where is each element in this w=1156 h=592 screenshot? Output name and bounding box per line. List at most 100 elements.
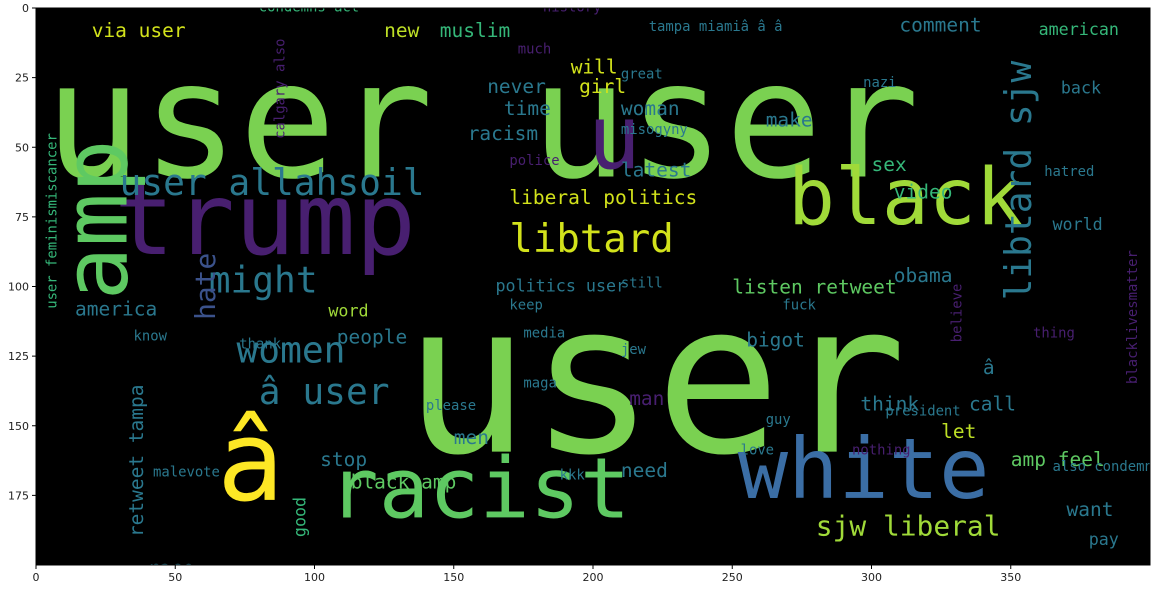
word-13: â user bbox=[259, 370, 390, 413]
x-tick-label-6: 300 bbox=[861, 571, 882, 584]
word-0: user user bbox=[44, 28, 919, 216]
x-tick-label-2: 100 bbox=[304, 571, 325, 584]
word-22: comment bbox=[899, 14, 981, 37]
word-72: hatred bbox=[1044, 164, 1094, 180]
y-tick-label-1: 25 bbox=[15, 72, 29, 85]
word-46: call bbox=[969, 392, 1016, 415]
y-tick-label-5: 125 bbox=[8, 350, 29, 363]
word-48: men bbox=[454, 426, 489, 449]
x-tick-label-5: 250 bbox=[722, 571, 743, 584]
y-tick-label-7: 175 bbox=[8, 489, 29, 502]
word-39: america bbox=[75, 298, 157, 321]
word-85: president bbox=[885, 404, 960, 420]
word-40: word bbox=[328, 300, 368, 320]
word-90: also condemns bbox=[1053, 459, 1156, 475]
word-27: time bbox=[504, 97, 551, 120]
word-79: thank bbox=[239, 337, 281, 353]
word-82: maga bbox=[523, 376, 556, 392]
word-45: think bbox=[860, 392, 919, 415]
word-71: nazi bbox=[863, 75, 896, 91]
word-32: sex bbox=[872, 153, 907, 176]
word-67: history bbox=[543, 0, 602, 16]
word-6: amp bbox=[44, 139, 148, 300]
word-25: girl bbox=[579, 75, 626, 98]
y-tick-label-3: 75 bbox=[15, 211, 29, 224]
word-43: â bbox=[983, 356, 995, 379]
word-19: new bbox=[384, 19, 419, 42]
word-81: thing bbox=[1033, 326, 1075, 342]
plot-area bbox=[36, 8, 1150, 565]
word-55: good bbox=[289, 497, 309, 537]
word-12: women bbox=[237, 328, 346, 371]
y-tick-label-2: 50 bbox=[15, 141, 29, 154]
word-31: latest bbox=[621, 158, 691, 181]
word-14: hate bbox=[189, 253, 222, 320]
word-9: libtard bbox=[509, 217, 673, 262]
word-30: make bbox=[766, 108, 813, 131]
word-54: retweet tampa bbox=[125, 384, 148, 537]
word-74: still bbox=[621, 275, 663, 291]
word-29: racism bbox=[468, 122, 538, 145]
x-tick-label-1: 50 bbox=[168, 571, 182, 584]
word-78: know bbox=[134, 328, 168, 344]
x-tick-label-0: 0 bbox=[33, 571, 40, 584]
word-88: kkk bbox=[560, 468, 586, 484]
word-66: condemns act bbox=[259, 0, 359, 16]
word-28: woman bbox=[621, 97, 680, 120]
word-37: listen retweet bbox=[732, 275, 896, 298]
word-51: amp feel bbox=[1011, 448, 1105, 471]
word-83: please bbox=[426, 398, 476, 414]
word-42: bigot bbox=[746, 328, 805, 351]
word-26: never bbox=[487, 75, 546, 98]
word-7: â bbox=[217, 398, 284, 527]
word-53: want bbox=[1067, 498, 1114, 521]
word-36: obama bbox=[894, 264, 953, 287]
word-52: black amp bbox=[351, 470, 457, 493]
word-34: world bbox=[1053, 214, 1103, 234]
x-tick-label-3: 150 bbox=[443, 571, 464, 584]
word-15: libtard sjw bbox=[997, 61, 1040, 301]
word-50: need bbox=[621, 459, 668, 482]
word-95: believe bbox=[950, 284, 966, 343]
word-21: tampa miamiâ â â bbox=[649, 19, 783, 35]
word-65: stomping bbox=[691, 562, 785, 585]
word-80: jew bbox=[621, 342, 647, 358]
word-10: user allahsoil bbox=[120, 161, 425, 204]
word-87: nothing bbox=[852, 443, 911, 459]
word-38: politics user bbox=[496, 275, 627, 295]
word-47: let bbox=[941, 420, 976, 443]
word-77: media bbox=[523, 326, 565, 342]
word-5: racist bbox=[328, 440, 630, 538]
word-3: black bbox=[788, 153, 1023, 243]
word-89: malevote bbox=[153, 465, 220, 481]
word-75: keep bbox=[509, 298, 542, 314]
word-23: american bbox=[1039, 19, 1119, 39]
word-96: blacklivesmatter bbox=[1125, 250, 1141, 384]
word-76: fuck bbox=[782, 298, 816, 314]
y-tick-label-4: 100 bbox=[8, 281, 29, 294]
word-41: people bbox=[337, 326, 407, 349]
word-1: user bbox=[404, 259, 907, 502]
word-59: one bbox=[523, 559, 558, 582]
word-84: guy bbox=[766, 412, 791, 428]
word-17: liberal politics bbox=[509, 186, 697, 209]
word-44: man bbox=[629, 387, 664, 410]
word-24: will bbox=[571, 55, 618, 78]
word-4: white bbox=[738, 420, 990, 518]
word-18: via user bbox=[92, 19, 186, 42]
word-73: police bbox=[509, 153, 559, 169]
word-20: muslim bbox=[440, 19, 510, 42]
word-2: trump bbox=[114, 161, 416, 278]
word-94: calgary also bbox=[273, 39, 289, 139]
word-35: back bbox=[1061, 78, 1101, 98]
word-69: great bbox=[621, 67, 663, 83]
word-57: race bbox=[147, 557, 194, 580]
x-axis: 0 50 100 150 200 250 300 350 bbox=[33, 565, 1021, 584]
word-16: sjw liberal bbox=[816, 509, 1001, 542]
word-93: user feminismiscancer bbox=[44, 133, 60, 309]
word-86: love bbox=[741, 443, 774, 459]
word-8: u bbox=[587, 86, 641, 190]
word-70: misogyny bbox=[621, 122, 688, 138]
